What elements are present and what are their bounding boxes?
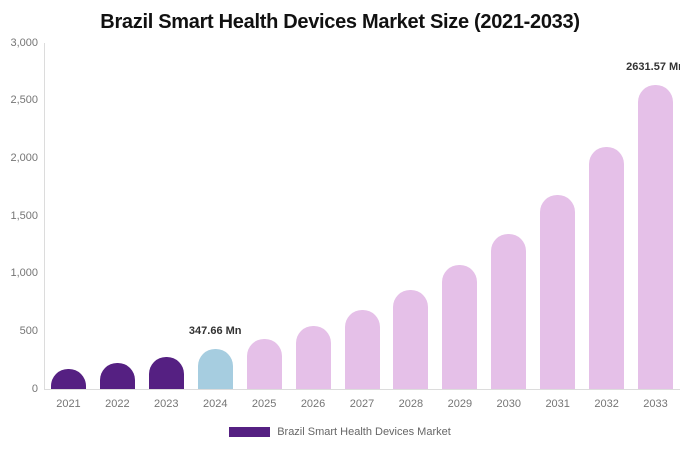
bar-2026[interactable] <box>295 326 331 389</box>
x-axis-line <box>44 389 680 390</box>
y-tick-label: 2,000 <box>10 151 38 164</box>
y-tick-label: 500 <box>19 324 38 337</box>
x-tick-label-2031: 2031 <box>545 398 570 410</box>
data-label-2033: 2631.57 Mn <box>626 61 680 74</box>
bar-2024[interactable] <box>197 348 233 389</box>
x-tick-label-2023: 2023 <box>154 398 179 410</box>
x-tick-label-2027: 2027 <box>349 398 375 410</box>
x-tick-label-2032: 2032 <box>594 398 619 410</box>
x-tick-label-2024: 2024 <box>202 398 228 410</box>
y-tick-label: 0 <box>31 382 38 395</box>
x-tick-label-2021: 2021 <box>56 398 81 410</box>
x-tick-label-2022: 2022 <box>105 398 130 410</box>
bar-2033[interactable] <box>638 85 674 389</box>
data-label-2024: 347.66 Mn <box>188 324 242 337</box>
x-tick-label-2026: 2026 <box>300 398 326 410</box>
y-tick-label: 3,000 <box>10 36 38 49</box>
x-tick-label-2029: 2029 <box>447 398 473 410</box>
x-tick-label-2028: 2028 <box>398 398 424 410</box>
bar-2029[interactable] <box>442 265 478 389</box>
bar-2030[interactable] <box>491 234 527 389</box>
bar-2031[interactable] <box>540 195 576 389</box>
x-tick-label-2025: 2025 <box>251 398 277 410</box>
bar-2022[interactable] <box>99 363 135 389</box>
chart-title: Brazil Smart Health Devices Market Size … <box>100 11 580 33</box>
y-tick-label: 1,000 <box>10 267 38 280</box>
bar-2028[interactable] <box>393 290 429 389</box>
y-tick-label: 2,500 <box>10 94 38 107</box>
bar-2027[interactable] <box>344 310 380 389</box>
x-tick-label-2033: 2033 <box>643 398 668 410</box>
x-tick-label-2030: 2030 <box>496 398 521 410</box>
y-tick-label: 1,500 <box>10 209 38 222</box>
bar-2025[interactable] <box>246 338 282 389</box>
legend-label: Brazil Smart Health Devices Market <box>277 426 451 438</box>
bar-2023[interactable] <box>148 356 184 389</box>
bar-2021[interactable] <box>50 368 86 389</box>
legend: Brazil Smart Health Devices Market <box>0 426 680 438</box>
legend-swatch <box>229 427 271 437</box>
y-axis-line <box>44 43 45 389</box>
bar-2032[interactable] <box>589 146 625 389</box>
